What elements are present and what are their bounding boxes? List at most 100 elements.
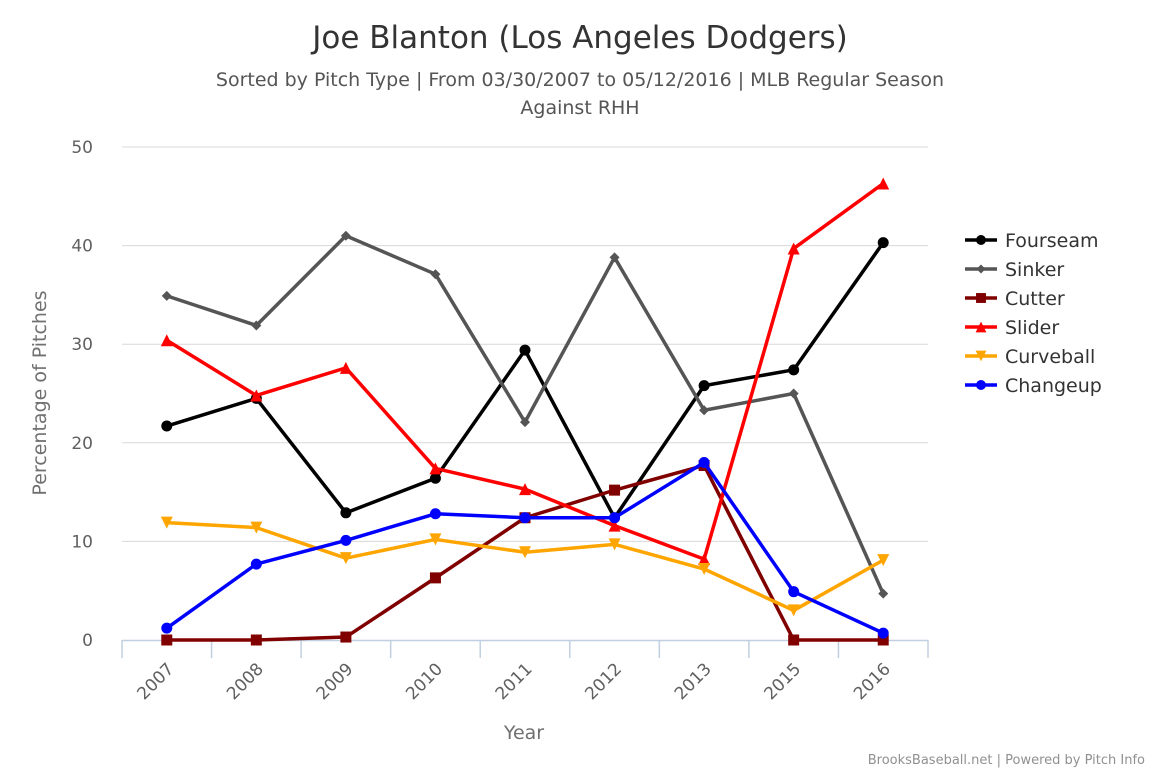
- data-point: [161, 290, 172, 301]
- chart-title: Joe Blanton (Los Angeles Dodgers): [310, 20, 848, 56]
- legend-label: Fourseam: [1005, 230, 1098, 252]
- data-point: [608, 519, 621, 532]
- legend-label: Slider: [1005, 317, 1059, 339]
- data-point: [339, 552, 352, 565]
- legend-item-curveball[interactable]: Curveball: [965, 346, 1095, 368]
- x-tick-label: 2015: [760, 659, 805, 704]
- credits-link[interactable]: BrooksBaseball.net | Powered by Pitch In…: [868, 753, 1145, 768]
- data-point: [878, 588, 889, 599]
- x-tick-label: 2008: [223, 659, 268, 704]
- legend-item-slider[interactable]: Slider: [965, 317, 1059, 339]
- legend-marker-icon: [976, 293, 986, 303]
- data-point: [609, 252, 620, 263]
- data-point: [877, 177, 890, 190]
- data-point: [788, 388, 799, 399]
- data-point: [608, 538, 621, 551]
- data-point: [340, 534, 352, 546]
- data-point: [161, 622, 173, 634]
- x-tick-label: 2007: [134, 659, 179, 704]
- y-axis-ticks: 0 10 20 30 40 50: [71, 138, 93, 651]
- data-point: [339, 361, 352, 374]
- data-point: [609, 484, 621, 496]
- data-point: [698, 563, 711, 576]
- legend-item-fourseam[interactable]: Fourseam: [965, 230, 1098, 252]
- series-sinker: [161, 230, 889, 599]
- data-point: [519, 546, 531, 559]
- data-point: [877, 237, 889, 249]
- legend-item-changeup[interactable]: Changeup: [965, 375, 1102, 397]
- x-tick-label: 2012: [581, 659, 626, 704]
- legend-label: Cutter: [1005, 288, 1065, 310]
- series-fourseam: [161, 237, 889, 524]
- data-point: [430, 269, 441, 280]
- data-point: [788, 586, 800, 598]
- legend-label: Changeup: [1005, 375, 1102, 397]
- y-tick-label: 40: [71, 237, 93, 257]
- legend-label: Sinker: [1005, 259, 1064, 281]
- data-point: [250, 389, 263, 402]
- data-point: [429, 533, 442, 546]
- legend-item-cutter[interactable]: Cutter: [965, 288, 1065, 310]
- x-tick-label: 2011: [492, 659, 537, 704]
- x-axis: 2007 2008 2009 2010 2011 2012 2013 2015 2016: [121, 639, 929, 704]
- legend-label: Curveball: [1005, 346, 1095, 368]
- legend-item-sinker[interactable]: Sinker: [965, 259, 1064, 281]
- series-line-sinker: [166, 233, 885, 595]
- chart-subtitle-line1: Sorted by Pitch Type | From 03/30/2007 t…: [216, 69, 944, 91]
- data-point: [250, 634, 262, 646]
- series-group: [160, 177, 890, 646]
- legend: Fourseam Sinker Cutter Slider Curveball Chang…: [965, 230, 1102, 397]
- data-point: [877, 554, 890, 567]
- data-point: [429, 508, 441, 520]
- data-point: [160, 334, 173, 347]
- data-point: [250, 558, 262, 570]
- data-point: [698, 553, 711, 566]
- data-point: [787, 604, 800, 617]
- legend-marker-icon: [975, 321, 987, 333]
- data-point: [877, 627, 889, 639]
- data-point: [340, 631, 352, 643]
- data-point: [161, 634, 173, 646]
- chart-subtitle-line2: Against RHH: [520, 97, 639, 119]
- gridlines: [122, 146, 928, 542]
- data-point: [250, 521, 263, 534]
- data-point: [429, 472, 441, 484]
- y-tick-label: 0: [82, 631, 93, 651]
- x-tick-label: 2013: [671, 659, 716, 704]
- y-tick-label: 30: [71, 335, 93, 355]
- data-point: [788, 634, 800, 646]
- y-tick-label: 10: [71, 532, 93, 552]
- legend-marker-icon: [976, 235, 986, 245]
- data-point: [519, 344, 531, 356]
- legend-marker-icon: [975, 350, 987, 362]
- data-point: [340, 507, 352, 519]
- data-point: [519, 483, 531, 496]
- data-point: [161, 420, 173, 432]
- data-point: [787, 242, 800, 255]
- series-line-fourseam: [166, 241, 885, 520]
- series-curveball: [160, 516, 890, 617]
- data-point: [429, 572, 441, 584]
- data-point: [160, 516, 173, 529]
- x-tick-label: 2010: [402, 659, 447, 704]
- data-point: [251, 320, 262, 331]
- series-changeup: [161, 457, 889, 639]
- y-tick-label: 20: [71, 434, 93, 454]
- x-tick-label: 2016: [850, 659, 895, 704]
- y-axis-title: Percentage of Pitches: [29, 290, 51, 495]
- series-slider: [160, 177, 890, 566]
- data-point: [698, 457, 710, 469]
- y-tick-label: 50: [71, 138, 93, 158]
- data-point: [698, 380, 710, 392]
- data-point: [340, 230, 351, 241]
- legend-marker-icon: [976, 380, 986, 390]
- data-point: [877, 634, 889, 646]
- data-point: [609, 512, 621, 524]
- data-point: [519, 512, 531, 524]
- x-axis-title: Year: [503, 722, 544, 744]
- x-tick-label: 2009: [313, 659, 358, 704]
- data-point: [520, 417, 530, 428]
- data-point: [429, 462, 442, 475]
- legend-marker-icon: [976, 264, 986, 274]
